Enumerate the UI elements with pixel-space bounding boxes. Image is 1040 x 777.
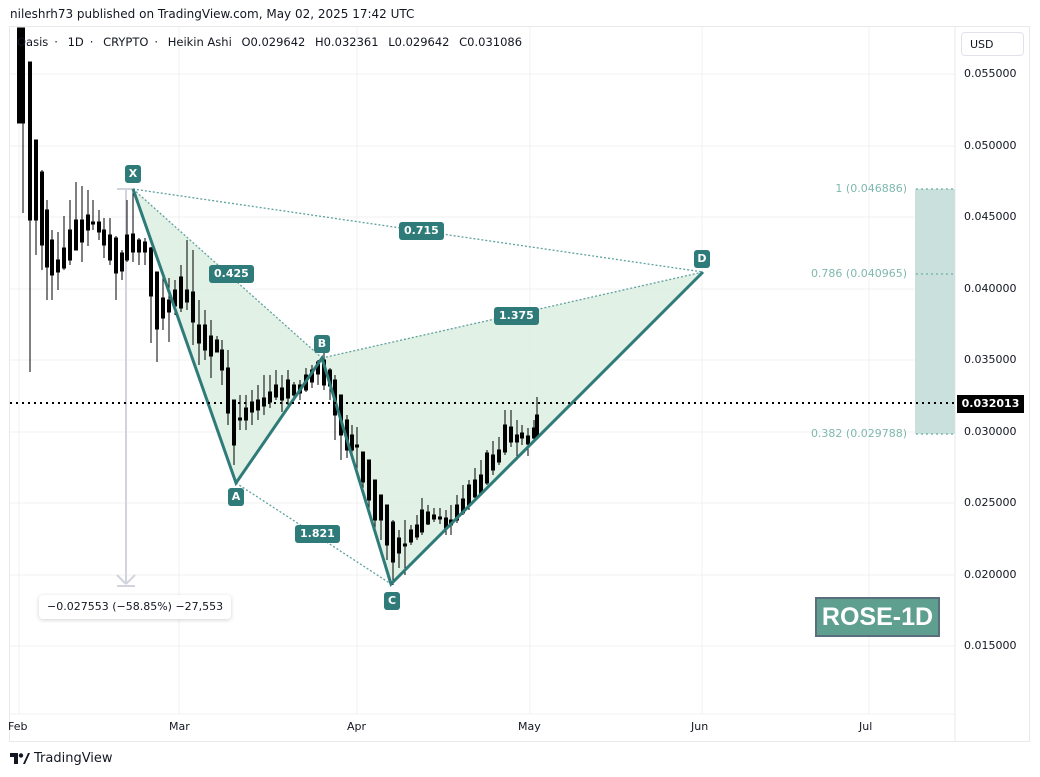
legend-close: C0.031086: [459, 35, 523, 49]
watermark-label: ROSE-1D: [815, 597, 940, 637]
legend-symbol: Oasis: [17, 35, 49, 49]
legend-interval: 1D: [67, 35, 84, 49]
point-d-label[interactable]: D: [694, 250, 710, 268]
legend-high: H0.032361: [315, 35, 379, 49]
point-c-label[interactable]: C: [384, 592, 400, 610]
x-tick-may: May: [518, 720, 541, 733]
x-tick-jun: Jun: [691, 720, 709, 733]
chart-frame: [9, 26, 1030, 742]
pattern-legs[interactable]: [131, 188, 705, 587]
ratio-xb: 0.425: [209, 265, 254, 283]
legend-open: O0.029642: [241, 35, 306, 49]
x-tick-mar: Mar: [169, 720, 190, 733]
fib-level-1: 1 (0.046886): [835, 182, 907, 195]
tradingview-logo[interactable]: TradingView: [10, 751, 113, 766]
ratio-xd: 0.715: [399, 222, 444, 240]
point-x-label[interactable]: X: [125, 165, 141, 183]
y-tick: 0.035000: [964, 353, 1017, 366]
y-tick: 0.030000: [964, 425, 1017, 438]
point-a-label[interactable]: A: [228, 488, 244, 506]
symbol-legend[interactable]: Oasis · 1D · CRYPTO · Heikin Ashi O0.029642…: [17, 35, 523, 49]
x-tick-apr: Apr: [347, 720, 367, 733]
publisher-line: nileshrh73 published on TradingView.com,…: [10, 7, 415, 21]
x-tick-feb: Feb: [8, 720, 28, 733]
point-b-label[interactable]: B: [314, 335, 330, 353]
pattern-fill-xab: [133, 189, 322, 483]
legend-chart-type: Heikin Ashi: [167, 35, 232, 49]
y-tick: 0.020000: [964, 568, 1017, 581]
legend-low: L0.029642: [388, 35, 450, 49]
fib-zone: [915, 189, 955, 434]
y-tick: 0.045000: [964, 210, 1017, 223]
fib-level-0786: 0.786 (0.040965): [810, 267, 907, 280]
fib-level-0382: 0.382 (0.029788): [810, 427, 907, 440]
y-tick: 0.050000: [964, 139, 1017, 152]
y-tick: 0.025000: [964, 496, 1017, 509]
y-tick: 0.055000: [964, 67, 1017, 80]
currency-button[interactable]: USD: [961, 32, 1024, 56]
x-tick-jul: Jul: [859, 720, 873, 733]
ratio-ac: 1.821: [295, 525, 340, 543]
legend-exchange: CRYPTO: [103, 35, 149, 49]
measure-label: −0.027553 (−58.85%) −27,553: [39, 595, 232, 619]
tradingview-logo-icon: [10, 752, 30, 764]
fib-lines: [916, 188, 955, 435]
tradingview-brand-text: TradingView: [34, 751, 113, 766]
y-tick: 0.015000: [964, 639, 1017, 652]
y-tick: 0.040000: [964, 282, 1017, 295]
ratio-bd: 1.375: [494, 307, 539, 325]
current-price-tag: 0.032013: [957, 395, 1024, 413]
